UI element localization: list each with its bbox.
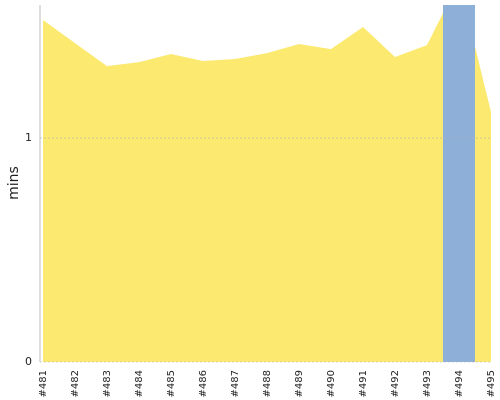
x-tick-label: #490 <box>326 370 337 397</box>
x-tick-label: #489 <box>294 370 305 397</box>
bar <box>443 5 475 362</box>
y-tick-label: 1 <box>25 131 32 144</box>
x-tick-label: #488 <box>262 370 273 397</box>
y-tick-label: 0 <box>25 355 32 368</box>
x-tick-label: #486 <box>198 370 209 397</box>
area <box>43 5 491 362</box>
x-tick-label: #495 <box>486 370 497 397</box>
x-tick-label: #485 <box>166 370 177 397</box>
x-tick-label: #484 <box>134 370 145 397</box>
x-tick-label: #487 <box>230 370 241 397</box>
plot-area <box>43 5 491 362</box>
x-tick-label: #491 <box>358 370 369 397</box>
x-tick-label: #482 <box>70 370 81 397</box>
y-axis-label: mins <box>6 166 22 200</box>
x-tick-label: #492 <box>390 370 401 397</box>
x-tick-label: #493 <box>422 370 433 397</box>
x-tick-label: #483 <box>102 370 113 397</box>
x-tick-label: #481 <box>38 370 49 397</box>
x-tick-label: #494 <box>454 370 465 397</box>
